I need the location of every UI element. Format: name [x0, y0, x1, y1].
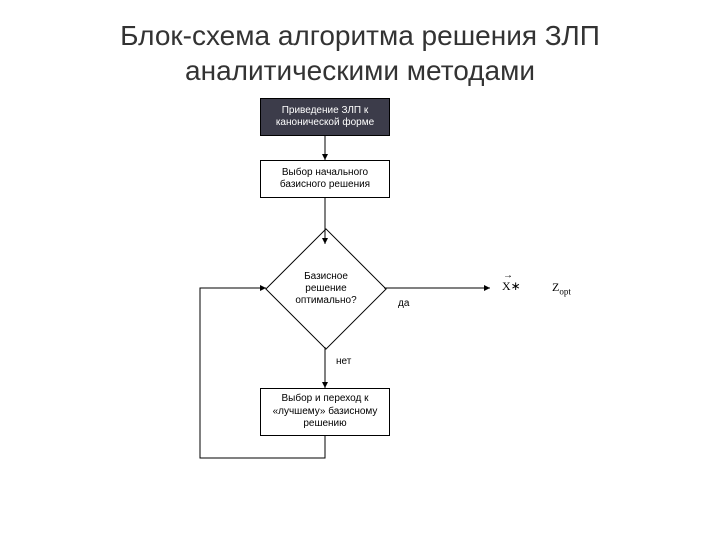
output-xstar: X∗→ — [502, 279, 521, 294]
node-improve-basis: Выбор и переход к «лучшему» базисному ре… — [260, 388, 390, 436]
node-label: Базисное решение оптимально? — [284, 271, 368, 307]
node-label: Выбор и переход к «лучшему» базисному ре… — [265, 393, 385, 431]
flowchart-canvas: Приведение ЗЛП к канонической форме Выбо… — [0, 88, 720, 528]
edge-label-no: нет — [336, 356, 351, 367]
page-title: Блок-схема алгоритма решения ЗЛП аналити… — [0, 0, 720, 88]
node-initial-basis: Выбор начального базисного решения — [260, 160, 390, 198]
output-zopt: Zopt — [552, 280, 571, 296]
node-optimality-check: Базисное решение оптимально? — [265, 228, 387, 350]
node-label: Выбор начального базисного решения — [265, 167, 385, 192]
node-label: Приведение ЗЛП к канонической форме — [265, 105, 385, 130]
edge-label-yes: да — [398, 298, 409, 309]
node-canonical-form: Приведение ЗЛП к канонической форме — [260, 98, 390, 136]
